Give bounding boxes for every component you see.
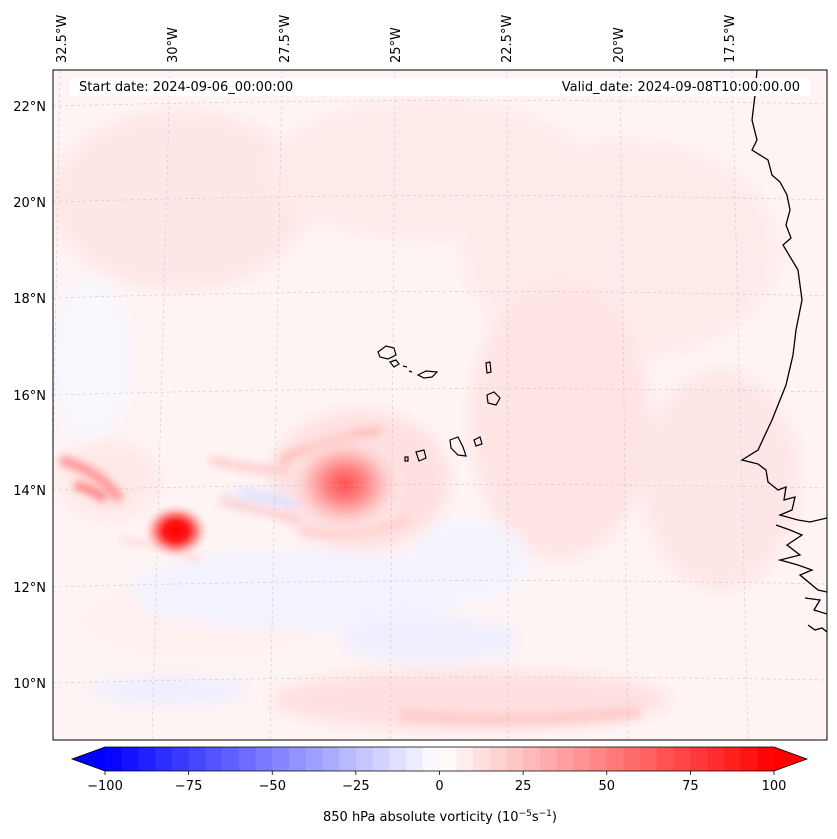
island-brava <box>404 456 409 462</box>
lat-label: 22°N <box>13 100 46 115</box>
colorbar-bin <box>506 747 524 771</box>
header-strip <box>70 78 810 96</box>
colorbar-bin <box>171 747 190 771</box>
colorbar-bin <box>155 747 173 771</box>
start-date-label: Start date: 2024-09-06_00:00:00 <box>79 80 293 95</box>
cabo-verde-islands <box>377 345 501 462</box>
colorbar-bin <box>238 747 256 771</box>
colorbar-bin <box>288 747 307 771</box>
island-sal <box>485 361 492 374</box>
island-santo-antao <box>377 345 397 360</box>
colorbar-bin <box>690 747 708 771</box>
lat-label: 12°N <box>13 581 46 596</box>
africa-coastline-south <box>775 524 827 633</box>
colorbar: −100 −75 −50 −25 0 25 50 75 100 850 hPa absolute… <box>70 746 809 825</box>
colorbar-bin <box>439 747 457 771</box>
colorbar-bin <box>606 747 624 771</box>
latitude-labels: 22°N 20°N 18°N 16°N 14°N 12°N 10°N <box>13 100 46 692</box>
vortex-central <box>283 432 407 536</box>
colorbar-bin <box>372 747 390 771</box>
colorbar-bin <box>723 747 741 771</box>
graticule <box>53 70 827 740</box>
colorbar-bin <box>406 747 424 771</box>
colorbar-tick-label: −50 <box>259 779 286 794</box>
colorbar-bin <box>422 747 440 771</box>
colorbar-bin <box>272 747 290 771</box>
colorbar-tick-label: 50 <box>598 779 615 794</box>
lon-label: 32.5°W <box>55 15 70 63</box>
colorbar-bin <box>138 747 156 771</box>
colorbar-bin <box>740 747 758 771</box>
lat-label: 20°N <box>13 196 46 211</box>
colorbar-tick-label: 100 <box>762 779 787 794</box>
vortex-west <box>142 503 210 559</box>
colorbar-bin <box>105 747 123 771</box>
island-maio <box>473 436 483 447</box>
colorbar-bin <box>222 747 240 771</box>
lon-label: 20°W <box>612 27 627 63</box>
colorbar-ticks: −100 −75 −50 −25 0 25 50 75 100 <box>87 771 786 794</box>
island-santiago <box>449 436 467 457</box>
colorbar-bin <box>590 747 608 771</box>
colorbar-bin <box>656 747 675 771</box>
coastline <box>740 70 827 633</box>
colorbar-bin <box>757 747 775 771</box>
lon-label: 27.5°W <box>278 15 293 63</box>
colorbar-tick-label: −75 <box>175 779 202 794</box>
lon-label: 22.5°W <box>500 15 515 63</box>
colorbar-bin <box>255 747 273 771</box>
colorbar-bins <box>105 747 775 771</box>
lon-label: 25°W <box>389 27 404 63</box>
colorbar-bin <box>623 747 641 771</box>
island-boa-vista <box>486 391 501 406</box>
colorbar-bin <box>489 747 507 771</box>
island-sao-nicolau <box>416 370 439 379</box>
colorbar-tick-label: −100 <box>87 779 123 794</box>
colorbar-bin <box>456 747 474 771</box>
colorbar-bin <box>707 747 725 771</box>
map-panel: Start date: 2024-09-06_00:00:00 Valid_da… <box>53 70 827 740</box>
colorbar-bin <box>673 747 691 771</box>
island-sao-vicente <box>388 359 400 368</box>
colorbar-label: 850 hPa absolute vorticity (10−5s−1) <box>323 809 557 825</box>
colorbar-bin <box>322 747 340 771</box>
colorbar-bin <box>355 747 374 771</box>
lat-label: 18°N <box>13 292 46 307</box>
africa-coastline <box>740 70 827 523</box>
island-santa-luzia <box>402 365 413 373</box>
colorbar-extend-low <box>72 747 105 771</box>
colorbar-bin <box>523 747 541 771</box>
vorticity-field <box>53 100 800 730</box>
colorbar-tick-label: 75 <box>682 779 699 794</box>
colorbar-tick-label: −25 <box>342 779 369 794</box>
longitude-labels: 32.5°W 30°W 27.5°W 25°W 22.5°W 20°W 17.5… <box>55 15 738 63</box>
colorbar-bin <box>539 747 557 771</box>
map-frame <box>52 69 828 741</box>
colorbar-bin <box>188 747 206 771</box>
colorbar-bin <box>305 747 323 771</box>
colorbar-bin <box>389 747 407 771</box>
colorbar-bin <box>205 747 223 771</box>
colorbar-bin <box>556 747 574 771</box>
lat-label: 14°N <box>13 484 46 499</box>
colorbar-bin <box>472 747 491 771</box>
colorbar-bin <box>640 747 658 771</box>
colorbar-bin <box>573 747 591 771</box>
lon-label: 30°W <box>166 27 181 63</box>
colorbar-bin <box>339 747 357 771</box>
colorbar-tick-label: 0 <box>435 779 443 794</box>
colorbar-extend-high <box>774 747 807 771</box>
lat-label: 16°N <box>13 389 46 404</box>
valid-date-label: Valid_date: 2024-09-08T10:00:00.00 <box>562 80 800 95</box>
colorbar-tick-label: 25 <box>515 779 532 794</box>
lon-label: 17.5°W <box>723 15 738 63</box>
island-fogo <box>415 449 427 462</box>
colorbar-bin <box>121 747 139 771</box>
lat-label: 10°N <box>13 677 46 692</box>
